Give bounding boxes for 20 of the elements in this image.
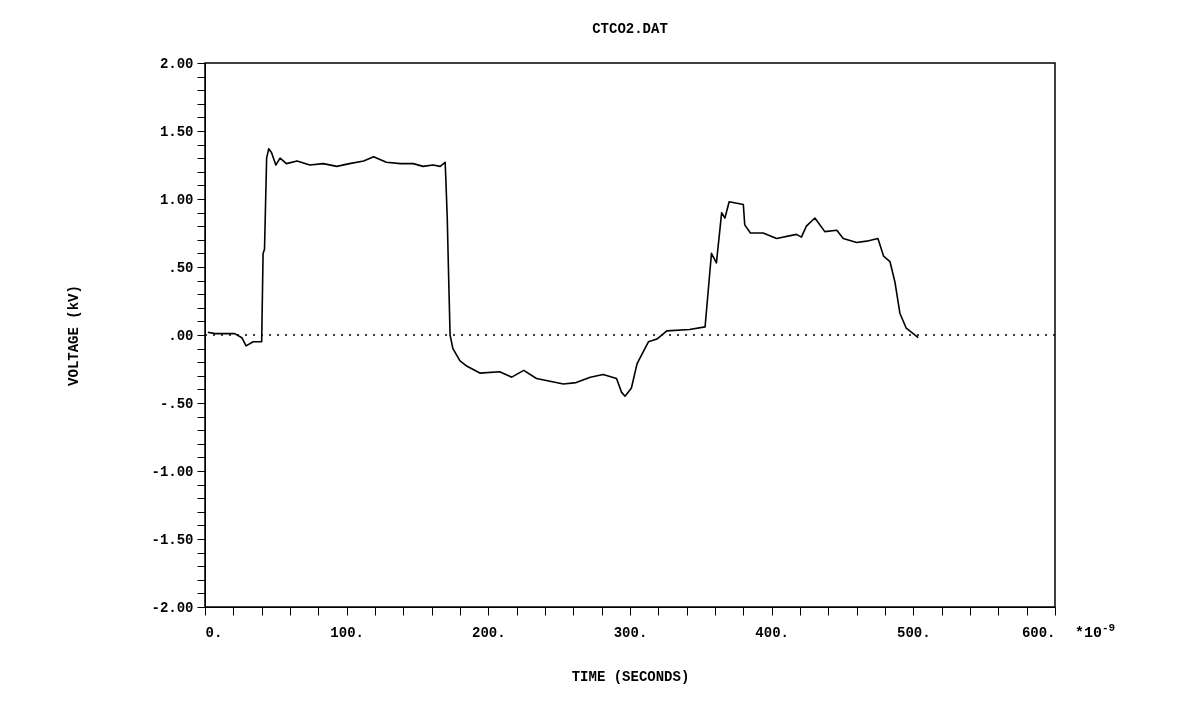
y-tick-label: -1.50 [151,531,194,548]
y-tick-label: 1.50 [159,123,194,140]
x-tick-label: 200. [472,624,506,641]
chart-title: CTCO2.DAT [592,21,668,37]
y-tick-label: 1.00 [159,191,194,208]
y-tick-label: -1.00 [151,463,194,480]
y-tick-label: -.50 [159,395,194,412]
y-tick-label: 2.00 [159,55,194,72]
x-tick-label: 500. [897,624,931,641]
y-axis-title: VOLTAGE (kV) [66,285,83,386]
x-tick-label: 400. [755,624,789,641]
y-tick-label: -2.00 [151,599,194,616]
x-tick-label: 100. [330,624,364,641]
x-tick-label: 300. [613,624,648,641]
y-tick-label: .50 [168,259,194,276]
y-tick-label: .00 [168,327,194,344]
text: *10$^{-9}$ [1075,622,1116,642]
x-axis-title: TIME (SECONDS) [571,668,690,685]
x-tick-label: 0. [205,624,223,641]
x-tick-label: 600. [1021,624,1056,641]
